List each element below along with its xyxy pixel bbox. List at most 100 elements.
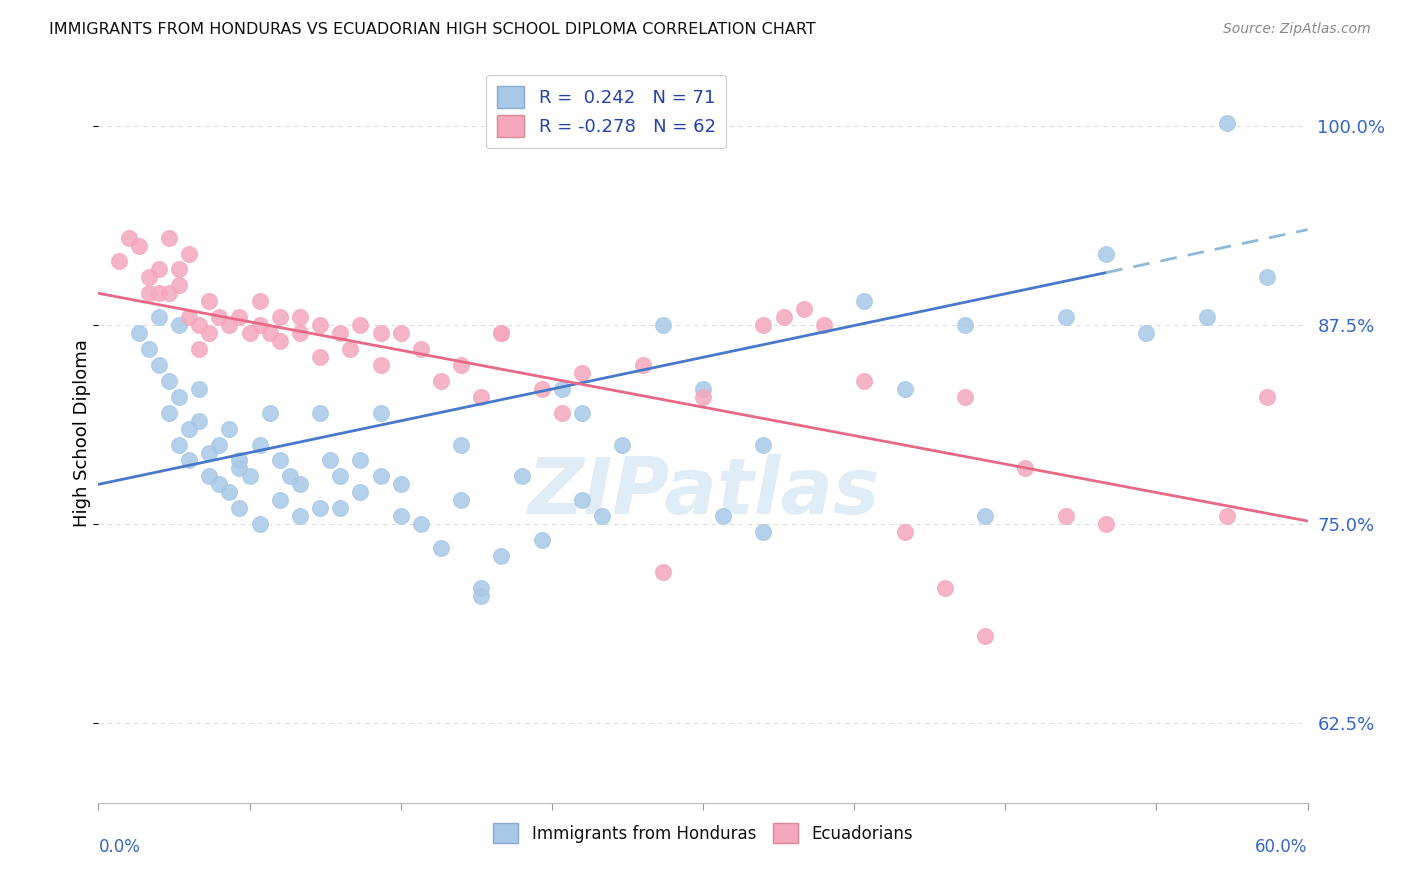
Text: ZIPatlas: ZIPatlas xyxy=(527,454,879,530)
Point xyxy=(329,469,352,483)
Point xyxy=(349,453,371,467)
Point xyxy=(188,318,211,333)
Point xyxy=(319,453,342,467)
Point xyxy=(208,310,231,325)
Point xyxy=(752,437,775,451)
Point xyxy=(551,382,574,396)
Point xyxy=(329,326,352,340)
Point xyxy=(249,517,271,532)
Point xyxy=(551,406,574,420)
Point xyxy=(430,374,453,388)
Point xyxy=(470,390,492,404)
Point xyxy=(198,326,221,340)
Point xyxy=(370,469,392,483)
Point xyxy=(288,477,311,491)
Point xyxy=(711,509,734,524)
Point xyxy=(167,437,190,451)
Point xyxy=(128,238,150,252)
Point xyxy=(893,525,915,540)
Point xyxy=(228,461,250,475)
Point xyxy=(953,318,976,333)
Point xyxy=(179,310,201,325)
Point xyxy=(148,310,170,325)
Point xyxy=(157,406,180,420)
Point xyxy=(491,326,513,340)
Point xyxy=(491,326,513,340)
Point xyxy=(370,406,392,420)
Point xyxy=(853,374,876,388)
Point xyxy=(269,493,291,508)
Point xyxy=(953,390,976,404)
Point xyxy=(148,262,170,277)
Point xyxy=(974,509,997,524)
Point xyxy=(1054,310,1077,325)
Point xyxy=(339,342,361,356)
Point xyxy=(1195,310,1218,325)
Point xyxy=(269,310,291,325)
Point xyxy=(288,326,311,340)
Point xyxy=(167,318,190,333)
Point xyxy=(188,342,211,356)
Point xyxy=(198,445,221,459)
Y-axis label: High School Diploma: High School Diploma xyxy=(73,339,91,526)
Point xyxy=(269,334,291,348)
Point xyxy=(228,453,250,467)
Point xyxy=(651,318,673,333)
Point xyxy=(752,318,775,333)
Point xyxy=(571,366,593,380)
Point xyxy=(309,406,332,420)
Point xyxy=(470,589,492,603)
Point xyxy=(179,422,201,436)
Point xyxy=(259,326,281,340)
Point xyxy=(793,302,815,317)
Point xyxy=(198,294,221,309)
Point xyxy=(249,294,271,309)
Point xyxy=(288,310,311,325)
Point xyxy=(571,493,593,508)
Point xyxy=(278,469,301,483)
Point xyxy=(208,477,231,491)
Point xyxy=(409,342,432,356)
Point xyxy=(491,549,513,563)
Point xyxy=(218,485,240,500)
Point xyxy=(772,310,794,325)
Point xyxy=(239,469,262,483)
Point xyxy=(571,406,593,420)
Point xyxy=(530,533,553,547)
Point xyxy=(470,581,492,595)
Point xyxy=(389,477,412,491)
Point xyxy=(450,493,472,508)
Point xyxy=(138,342,160,356)
Point xyxy=(188,414,211,428)
Point xyxy=(813,318,835,333)
Point xyxy=(349,318,371,333)
Point xyxy=(631,358,654,372)
Point xyxy=(138,270,160,285)
Point xyxy=(228,501,250,516)
Point xyxy=(692,390,714,404)
Point xyxy=(148,358,170,372)
Point xyxy=(309,318,332,333)
Point xyxy=(118,230,141,244)
Point xyxy=(188,382,211,396)
Point xyxy=(1014,461,1036,475)
Point xyxy=(409,517,432,532)
Point xyxy=(349,485,371,500)
Point xyxy=(1256,390,1278,404)
Point xyxy=(934,581,956,595)
Point xyxy=(1216,509,1239,524)
Point xyxy=(1095,517,1118,532)
Text: Source: ZipAtlas.com: Source: ZipAtlas.com xyxy=(1223,22,1371,37)
Point xyxy=(128,326,150,340)
Point xyxy=(1054,509,1077,524)
Text: 0.0%: 0.0% xyxy=(98,838,141,855)
Point xyxy=(157,374,180,388)
Point xyxy=(228,310,250,325)
Point xyxy=(208,437,231,451)
Point xyxy=(138,286,160,301)
Point xyxy=(198,469,221,483)
Point xyxy=(752,525,775,540)
Point xyxy=(179,246,201,260)
Point xyxy=(974,629,997,643)
Point xyxy=(389,509,412,524)
